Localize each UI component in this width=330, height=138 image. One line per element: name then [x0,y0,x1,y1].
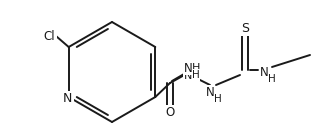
Text: N: N [206,86,214,99]
Text: N: N [260,66,268,79]
Text: H: H [214,94,222,104]
Text: S: S [241,22,249,34]
Text: H: H [268,74,276,84]
Text: O: O [165,107,175,120]
Text: Cl: Cl [44,30,55,43]
Text: N: N [63,92,72,105]
Text: N: N [184,71,192,81]
Text: H: H [192,70,200,80]
Text: H: H [192,63,200,73]
Text: N: N [183,62,192,75]
